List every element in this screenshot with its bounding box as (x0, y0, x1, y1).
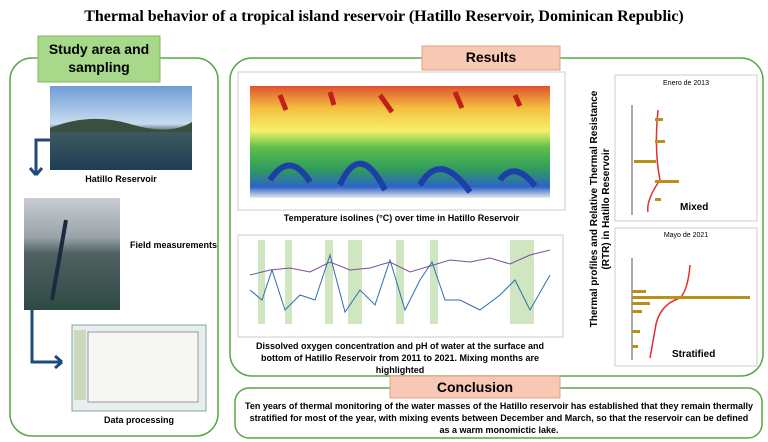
conclusion-heading: Conclusion (436, 379, 514, 395)
profile-label: Mixed (680, 202, 709, 213)
caption: Temperature isolines (°C) over time in H… (283, 213, 520, 223)
conclusion-heading-box (389, 375, 561, 399)
profiles-label: Thermal profiles and Relative Thermal Re… (589, 90, 612, 328)
profile-title: Mayo de 2021 (663, 232, 709, 239)
study-heading-box (37, 35, 161, 83)
title: Thermal behavior of a tropical island re… (84, 8, 684, 25)
ph-line (249, 249, 551, 276)
contour-band (267, 160, 538, 194)
arrow (28, 138, 50, 176)
caption: Dissolved oxygen concentration and pH of… (255, 341, 545, 375)
step-label: Field measurements (130, 240, 218, 250)
conclusion-text: Ten years of thermal monitoring of the w… (245, 401, 753, 435)
step-label: Data processing (103, 415, 175, 425)
field-photo (24, 198, 120, 310)
arrow (30, 310, 63, 370)
software-window (87, 331, 199, 403)
contour-fill (250, 86, 550, 198)
results-heading: Results (465, 49, 517, 65)
oxygen-line (249, 253, 551, 314)
profile-label: Stratified (672, 349, 716, 360)
hills (50, 118, 192, 132)
study-heading: Study area and sampling (48, 41, 150, 75)
profile-chart (614, 74, 758, 222)
software-toolbar (74, 330, 86, 400)
contour-band (277, 90, 523, 114)
step-label: Hatillo Reservoir (85, 174, 157, 184)
results-heading-box (421, 45, 561, 71)
rtr-bars (632, 118, 750, 348)
probe (50, 219, 68, 301)
temperature-profile (647, 109, 661, 213)
profile-title: Enero de 2013 (663, 80, 709, 87)
